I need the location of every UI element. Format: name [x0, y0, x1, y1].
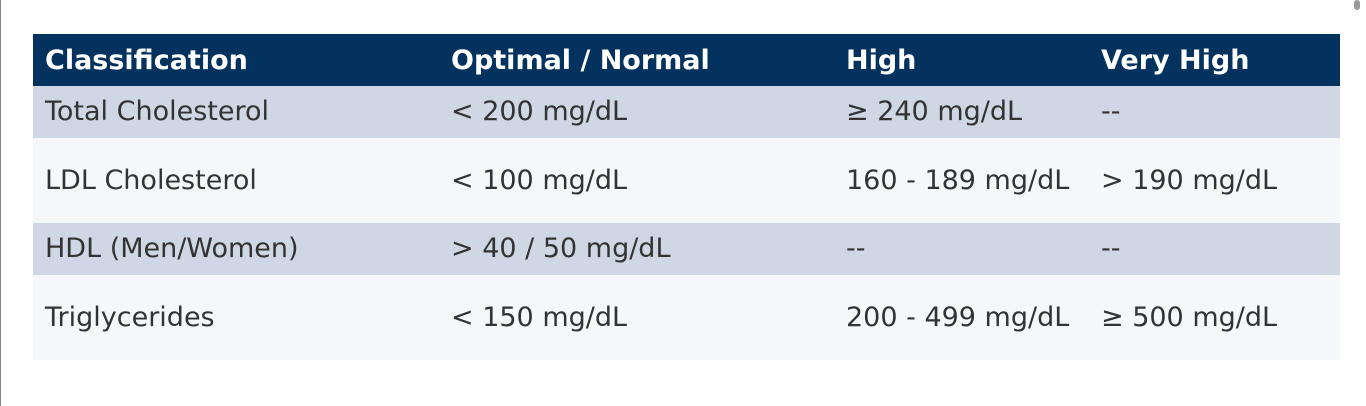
table-cell: Triglycerides	[33, 275, 439, 360]
table-cell: < 100 mg/dL	[439, 138, 834, 223]
table-cell: Total Cholesterol	[33, 86, 439, 138]
table-cell: --	[1089, 86, 1340, 138]
scrollbar[interactable]	[1354, 0, 1360, 10]
table-cell: --	[1089, 223, 1340, 275]
table-row: Total Cholesterol < 200 mg/dL ≥ 240 mg/dL -…	[33, 86, 1340, 138]
window-edge	[0, 0, 1, 406]
table-row: LDL Cholesterol < 100 mg/dL 160 - 189 mg/d…	[33, 138, 1340, 223]
table-cell: < 200 mg/dL	[439, 86, 834, 138]
header-row: Classification Optimal / Normal High Very H…	[33, 34, 1340, 86]
column-header: High	[834, 34, 1089, 86]
table-cell: < 150 mg/dL	[439, 275, 834, 360]
table-row: HDL (Men/Women) > 40 / 50 mg/dL -- --	[33, 223, 1340, 275]
table-cell: 160 - 189 mg/dL	[834, 138, 1089, 223]
table-cell: HDL (Men/Women)	[33, 223, 439, 275]
lipid-table: Classification Optimal / Normal High Very H…	[33, 34, 1340, 360]
table-cell: > 40 / 50 mg/dL	[439, 223, 834, 275]
column-header: Very High	[1089, 34, 1340, 86]
column-header: Classification	[33, 34, 439, 86]
column-header: Optimal / Normal	[439, 34, 834, 86]
table-cell: ≥ 240 mg/dL	[834, 86, 1089, 138]
table-cell: --	[834, 223, 1089, 275]
table-cell: 200 - 499 mg/dL	[834, 275, 1089, 360]
table-cell: > 190 mg/dL	[1089, 138, 1340, 223]
table-row: Triglycerides < 150 mg/dL 200 - 499 mg/dL ≥…	[33, 275, 1340, 360]
table-cell: LDL Cholesterol	[33, 138, 439, 223]
table-cell: ≥ 500 mg/dL	[1089, 275, 1340, 360]
table-body: Total Cholesterol < 200 mg/dL ≥ 240 mg/dL -…	[33, 86, 1340, 360]
